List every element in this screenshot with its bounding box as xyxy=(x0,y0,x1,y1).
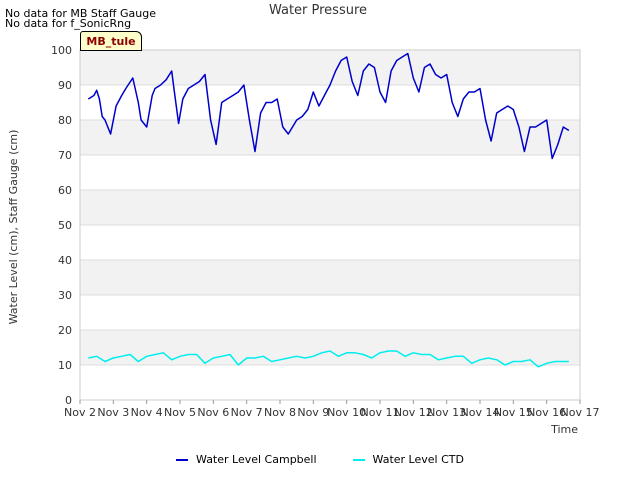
band-50 xyxy=(80,190,580,225)
y-tick-label: 40 xyxy=(58,254,72,267)
legend-item-ctd: Water Level CTD xyxy=(352,453,464,466)
y-tick-label: 0 xyxy=(65,394,72,407)
x-tick-label: Nov 10 xyxy=(327,406,366,419)
y-tick-label: 70 xyxy=(58,149,72,162)
x-tick-label: Nov 11 xyxy=(361,406,400,419)
series-lines xyxy=(87,52,570,368)
x-tick-label: Nov 14 xyxy=(461,406,500,419)
y-tick-label: 50 xyxy=(58,219,72,232)
x-tick-label: Nov 7 xyxy=(231,406,263,419)
notice-mb-staff-gauge: No data for MB Staff Gauge xyxy=(5,7,156,20)
legend-swatch-ctd xyxy=(352,458,365,461)
y-tick-label: 90 xyxy=(58,79,72,92)
x-tick-label: Nov 17 xyxy=(561,406,600,419)
legend-label-campbell: Water Level Campbell xyxy=(196,453,317,466)
x-tick-label: Nov 2 xyxy=(64,406,96,419)
y-axis-label: Water Level (cm), Staff Gauge (cm) xyxy=(7,130,20,325)
series-line-ctd xyxy=(88,350,569,368)
x-tick-label: Nov 5 xyxy=(164,406,196,419)
plot-frame xyxy=(79,49,581,401)
y-tick-label: 30 xyxy=(58,289,72,302)
x-tick-label: Nov 8 xyxy=(264,406,296,419)
chart-title: Water Pressure xyxy=(269,3,367,18)
band-70 xyxy=(80,120,580,155)
x-tick-label: Nov 13 xyxy=(427,406,466,419)
y-tick-label: 80 xyxy=(58,114,72,127)
x-tick-label: Nov 9 xyxy=(297,406,329,419)
background-bands xyxy=(80,50,580,400)
y-tick-label: 60 xyxy=(58,184,72,197)
y-tick-label: 100 xyxy=(51,44,72,57)
notice-sonic-rng: No data for f_SonicRng xyxy=(5,17,132,30)
band-30 xyxy=(80,260,580,295)
x-tick-label: Nov 15 xyxy=(494,406,533,419)
legend: Water Level Campbell Water Level CTD xyxy=(0,453,640,466)
y-tick-label: 10 xyxy=(58,359,72,372)
x-tick-label: Nov 12 xyxy=(394,406,433,419)
legend-label-ctd: Water Level CTD xyxy=(372,453,464,466)
series-line-campbell xyxy=(87,52,570,160)
y-axis-ticks: 0 10 20 30 40 50 60 70 80 90 100 xyxy=(51,44,72,407)
station-tag: MB_tule xyxy=(80,31,142,51)
band-10 xyxy=(80,330,580,365)
x-axis-ticks: Nov 2 Nov 3 Nov 4 Nov 5 Nov 6 Nov 7 Nov 8 Nov 9… xyxy=(64,400,599,419)
band-90 xyxy=(80,50,580,85)
x-axis-label: Time xyxy=(550,423,578,436)
y-tick-label: 20 xyxy=(58,324,72,337)
legend-item-campbell: Water Level Campbell xyxy=(176,453,317,466)
x-tick-label: Nov 16 xyxy=(527,406,566,419)
x-tick-label: Nov 6 xyxy=(197,406,229,419)
legend-swatch-campbell xyxy=(176,458,189,461)
x-tick-label: Nov 4 xyxy=(131,406,163,419)
x-tick-label: Nov 3 xyxy=(97,406,129,419)
